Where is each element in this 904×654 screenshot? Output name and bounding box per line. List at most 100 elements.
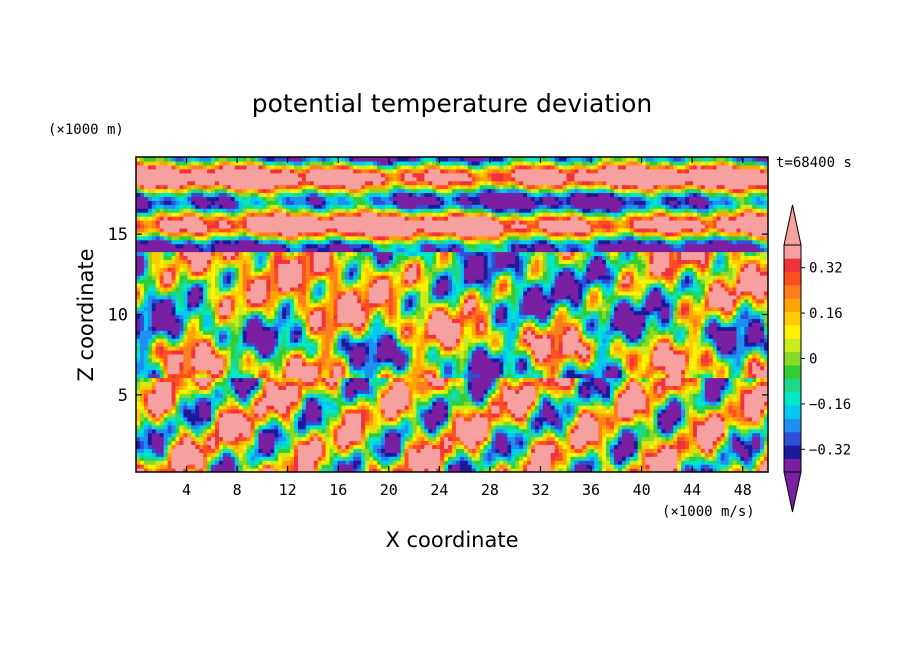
field-cell bbox=[191, 456, 196, 461]
field-cell bbox=[424, 361, 429, 367]
field-cell bbox=[479, 428, 485, 434]
field-cell bbox=[163, 357, 169, 363]
field-cell bbox=[503, 409, 508, 414]
field-cell bbox=[756, 420, 761, 426]
field-cell bbox=[226, 381, 232, 386]
field-cell bbox=[286, 460, 291, 465]
field-cell bbox=[479, 409, 485, 414]
field-cell bbox=[147, 381, 153, 386]
field-cell bbox=[641, 365, 647, 371]
field-cell bbox=[440, 389, 445, 394]
field-cell bbox=[345, 373, 350, 379]
field-cell bbox=[428, 420, 433, 426]
field-cell bbox=[661, 377, 666, 383]
field-cell bbox=[744, 444, 749, 449]
field-cell bbox=[440, 365, 445, 371]
field-cell bbox=[602, 401, 607, 406]
field-cell bbox=[602, 452, 607, 457]
field-cell bbox=[519, 424, 524, 430]
field-cell bbox=[313, 424, 319, 430]
field-cell bbox=[598, 444, 603, 449]
field-cell bbox=[669, 412, 674, 418]
field-cell bbox=[491, 365, 497, 371]
field-cell bbox=[665, 448, 670, 453]
field-cell bbox=[625, 389, 631, 394]
field-cell bbox=[222, 460, 228, 465]
field-cell bbox=[740, 448, 745, 453]
field-cell bbox=[764, 412, 768, 418]
field-cell bbox=[586, 444, 591, 449]
field-cell bbox=[550, 385, 556, 390]
field-cell bbox=[570, 420, 576, 426]
field-cell bbox=[760, 353, 765, 359]
field-cell bbox=[582, 456, 587, 461]
field-cell bbox=[538, 381, 544, 386]
field-cell bbox=[499, 440, 504, 446]
field-cell bbox=[732, 444, 737, 449]
field-cell bbox=[491, 397, 497, 402]
field-cell bbox=[254, 456, 260, 461]
field-cell bbox=[234, 353, 240, 359]
field-cell bbox=[412, 349, 418, 355]
field-cell bbox=[167, 365, 173, 371]
field-cell bbox=[728, 468, 734, 472]
field-cell bbox=[384, 432, 390, 438]
field-cell bbox=[657, 393, 662, 398]
field-cell bbox=[195, 357, 200, 363]
field-cell bbox=[309, 412, 315, 418]
field-cell bbox=[448, 444, 453, 449]
field-cell bbox=[412, 373, 418, 379]
field-cell bbox=[744, 416, 749, 422]
field-cell bbox=[645, 409, 651, 414]
field-cell bbox=[428, 444, 433, 449]
field-cell bbox=[242, 424, 248, 430]
field-cell bbox=[136, 409, 141, 414]
field-cell bbox=[392, 428, 398, 434]
field-cell bbox=[286, 416, 291, 422]
field-cell bbox=[550, 448, 556, 453]
field-cell bbox=[459, 448, 465, 453]
field-cell bbox=[305, 468, 311, 472]
field-cell bbox=[475, 397, 481, 402]
field-cell bbox=[554, 460, 560, 465]
field-cell bbox=[669, 440, 674, 446]
field-cell bbox=[163, 385, 169, 390]
field-cell bbox=[685, 444, 690, 449]
field-cell bbox=[704, 420, 710, 426]
field-cell bbox=[527, 353, 532, 359]
field-cell bbox=[195, 361, 200, 367]
field-cell bbox=[542, 420, 548, 426]
field-cell bbox=[286, 349, 291, 355]
field-cell bbox=[290, 401, 295, 406]
field-cell bbox=[376, 393, 382, 398]
field-cell bbox=[625, 357, 631, 363]
field-cell bbox=[396, 369, 402, 375]
chart-title: potential temperature deviation bbox=[252, 89, 652, 118]
field-cell bbox=[531, 412, 536, 418]
field-cell bbox=[380, 452, 386, 457]
field-cell bbox=[692, 349, 698, 355]
field-cell bbox=[274, 365, 279, 371]
field-cell bbox=[373, 424, 378, 430]
field-cell bbox=[167, 448, 173, 453]
field-cell bbox=[491, 385, 497, 390]
field-cell bbox=[475, 393, 481, 398]
field-cell bbox=[696, 448, 702, 453]
field-cell bbox=[404, 369, 410, 375]
field-cell bbox=[337, 440, 342, 446]
field-cell bbox=[665, 416, 670, 422]
field-cell bbox=[633, 432, 639, 438]
field-cell bbox=[420, 444, 425, 449]
field-cell bbox=[708, 381, 714, 386]
field-cell bbox=[151, 361, 157, 367]
field-cell bbox=[598, 401, 603, 406]
field-cell bbox=[661, 452, 666, 457]
field-cell bbox=[258, 346, 263, 351]
field-cell bbox=[274, 412, 279, 418]
field-cell bbox=[653, 405, 658, 410]
field-cell bbox=[238, 456, 244, 461]
field-cell bbox=[696, 456, 702, 461]
field-cell bbox=[139, 436, 145, 442]
field-cell bbox=[242, 401, 248, 406]
field-cell bbox=[412, 412, 418, 418]
